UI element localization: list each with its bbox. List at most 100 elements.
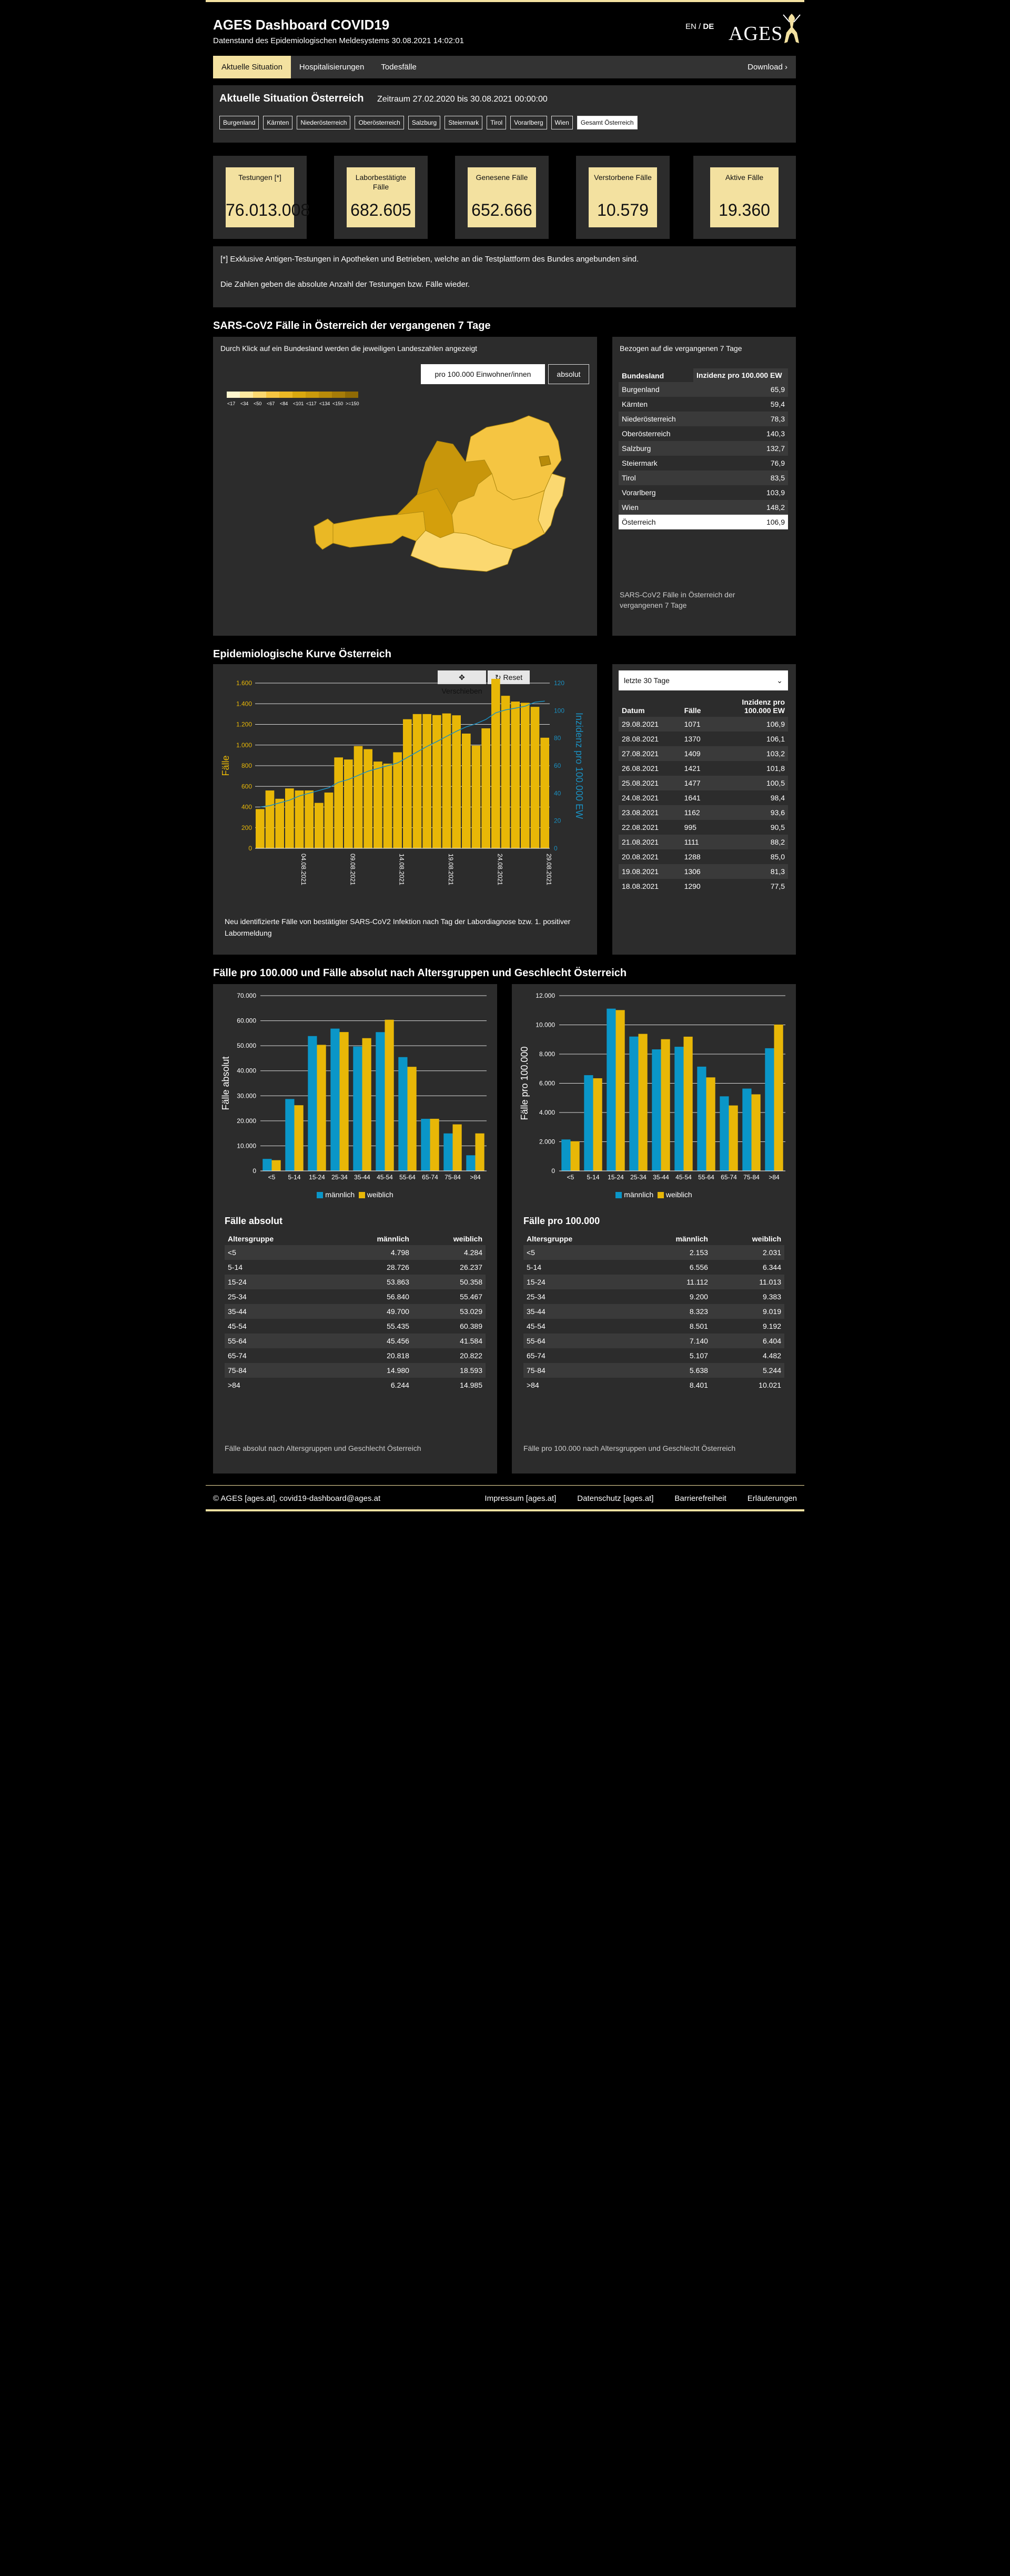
table-cell: 1290 [684,882,701,890]
region-button-gesamt[interactable]: Gesamt Österreich [577,116,638,129]
kpi-card-aktiv: Aktive Fälle 19.360 [693,156,796,239]
incidence-row: Salzburg 132,7 [619,441,788,456]
table-cell: 2.031 [711,1245,784,1260]
region-button-burgenland[interactable]: Burgenland [219,116,259,129]
bar-weiblich [271,1160,281,1171]
epi-bar [403,719,412,848]
kpi-card-testungen: Testungen [*] 76.013.008 [213,156,310,239]
footer-copyright[interactable]: © AGES [ages.at], covid19-dashboard@ages… [213,1494,381,1503]
col-inzidenz: Inzidenz pro 100.000 EW [742,698,785,715]
incidence-row: Kärnten 59,4 [619,397,788,412]
lang-de-link[interactable]: DE [703,22,714,31]
table-cell: 5.638 [631,1363,711,1378]
y-tick-label: 10.000 [237,1142,256,1149]
age-rel-chart[interactable]: 0 2.000 4.000 6.000 8.000 10.000 12.000 Fälle p… [512,984,796,1205]
epi-row: 27.08.2021 1409 103,2 [619,746,788,761]
region-button-steiermark[interactable]: Steiermark [445,116,483,129]
region-button-oberoesterreich[interactable]: Oberösterreich [355,116,404,129]
region-button-wien[interactable]: Wien [551,116,573,129]
bar-maennlich [674,1047,684,1171]
map-region-tirol[interactable] [332,511,426,548]
kpi-value: 76.013.008 [226,201,310,219]
pan-button[interactable]: ✥ Verschieben [438,670,486,695]
bar-maennlich [285,1099,295,1171]
ages-logo[interactable]: AGES [729,9,802,52]
epi-bar [315,803,324,848]
legend-label: <50 [254,401,261,406]
epi-bar [491,678,500,848]
table-cell: 1288 [684,853,701,861]
age-row: 25-34 9.200 9.383 [523,1289,784,1304]
table-cell: 1111 [681,835,714,849]
table-cell: 90,5 [770,823,785,831]
y-tick-label: 800 [241,762,252,769]
table-cell: 27.08.2021 [619,746,681,761]
map-region-kaernten[interactable] [410,530,513,572]
incidence-row: Burgenland 65,9 [619,382,788,397]
toggle-per-100k[interactable]: pro 100.000 Einwohner/innen [421,364,545,384]
table-cell: 148,2 [693,500,788,515]
table-cell: 98,4 [770,794,785,802]
table-cell: 2.153 [631,1245,711,1260]
table-cell: 55-64 [523,1334,631,1348]
table-cell: 11.013 [711,1275,784,1289]
app-title: AGES Dashboard COVID19 [213,17,390,33]
y-tick-label: 0 [551,1167,555,1175]
region-button-kaernten[interactable]: Kärnten [263,116,293,129]
table-cell: 41.584 [412,1334,486,1348]
y-tick-label: 70.000 [237,992,256,999]
bar-maennlich [765,1048,774,1171]
table-cell: Wien [619,500,693,515]
tab-todesfaelle[interactable]: Todesfälle [381,63,417,72]
austria-map[interactable] [313,412,581,585]
period-select[interactable]: letzte 30 Tage ⌄ [619,670,788,690]
bar-weiblich [362,1038,371,1171]
age-section-title: Fälle pro 100.000 und Fälle absolut nach… [213,967,627,979]
table-cell: 45.456 [332,1334,412,1348]
download-link[interactable]: Download › [748,63,787,72]
epi-row: 25.08.2021 1477 100,5 [619,776,788,790]
y-tick-label: 1.000 [236,741,252,749]
epi-bar [383,764,392,848]
footer-link-barrierefreiheit[interactable]: Barrierefreiheit [674,1494,726,1503]
x-tick-label: <5 [268,1174,276,1181]
y-tick-label: 0 [248,845,252,852]
logo-figure-icon [783,14,801,43]
tab-aktuelle-situation[interactable]: Aktuelle Situation [213,56,291,78]
region-button-tirol[interactable]: Tirol [487,116,507,129]
y-tick-label: 40.000 [237,1067,256,1075]
table-cell: 1477 [681,776,714,790]
map-region-vorarlberg[interactable] [314,518,335,550]
table-cell: <5 [225,1245,332,1260]
table-cell: 7.140 [631,1334,711,1348]
table-cell: Steiermark [622,459,658,467]
bar-weiblich [593,1078,602,1171]
age-absolute-chart[interactable]: 0 10.000 20.000 30.000 40.000 50.000 60.000 70.… [213,984,497,1205]
col-altersgruppe: Altersgruppe [228,1235,274,1243]
toggle-absolute[interactable]: absolut [548,364,589,384]
bar-maennlich [353,1046,362,1171]
epi-row: 23.08.2021 1162 93,6 [619,805,788,820]
region-button-niederoesterreich[interactable]: Niederösterreich [297,116,351,129]
footer-link-datenschutz[interactable]: Datenschutz [ages.at] [577,1494,654,1503]
footer-link-erlaeuterungen[interactable]: Erläuterungen [747,1494,797,1503]
lang-en-link[interactable]: EN [685,22,696,31]
age-row: 75-84 5.638 5.244 [523,1363,784,1378]
legend-label: <34 [240,401,248,406]
footer-link-impressum[interactable]: Impressum [ages.at] [484,1494,557,1503]
bar-weiblich [407,1067,417,1171]
epi-bar [275,798,284,848]
tab-hospitalisierungen[interactable]: Hospitalisierungen [299,63,365,72]
table-cell: 15-24 [523,1275,631,1289]
map-region-wien[interactable] [539,455,551,467]
epi-bar [256,809,265,848]
situation-range: Zeitraum 27.02.2020 bis 30.08.2021 00:00… [377,95,548,104]
bar-maennlich [398,1057,408,1171]
bar-weiblich [774,1024,783,1171]
epi-chart[interactable]: 0 200 400 600 800 1.000 1.200 1.400 1.600 0 20 40 60… [213,664,597,911]
region-button-salzburg[interactable]: Salzburg [408,116,441,129]
reset-button[interactable]: ↻ Reset [488,670,530,684]
region-button-vorarlberg[interactable]: Vorarlberg [510,116,547,129]
table-cell: 85,0 [770,853,785,861]
epi-row: 19.08.2021 1306 81,3 [619,864,788,879]
